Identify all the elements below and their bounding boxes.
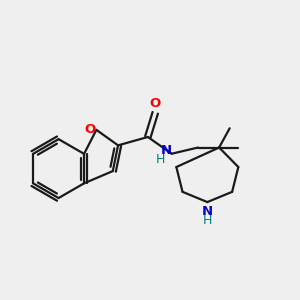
Text: H: H [203, 214, 212, 227]
Text: N: N [202, 205, 213, 218]
Text: O: O [150, 97, 161, 110]
Text: H: H [156, 153, 166, 166]
Text: O: O [84, 123, 95, 136]
Text: N: N [160, 143, 172, 157]
